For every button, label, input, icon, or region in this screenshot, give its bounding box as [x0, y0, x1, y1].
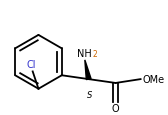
- Text: Cl: Cl: [26, 60, 35, 70]
- Text: 2: 2: [92, 50, 97, 58]
- Polygon shape: [85, 60, 91, 80]
- Text: O: O: [112, 103, 119, 113]
- Text: NH: NH: [77, 49, 92, 58]
- Text: OMe: OMe: [142, 75, 165, 84]
- Text: S: S: [87, 90, 92, 99]
